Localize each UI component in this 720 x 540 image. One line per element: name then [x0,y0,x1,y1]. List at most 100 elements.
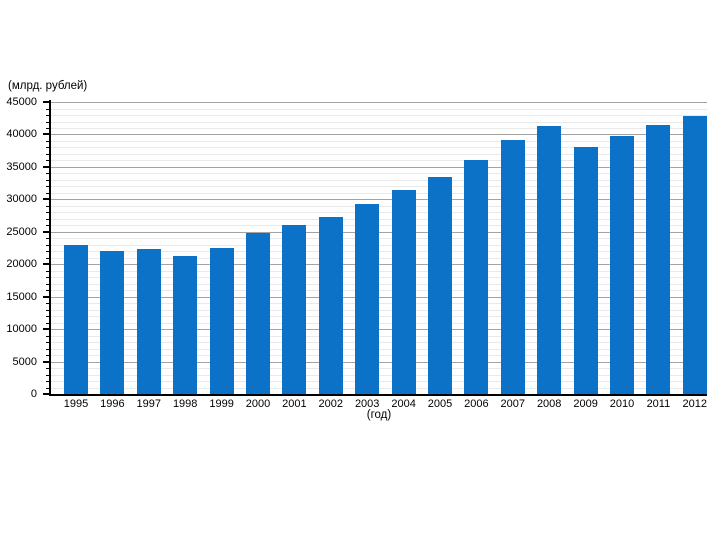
x-tick-label: 2004 [391,398,416,410]
y-major-tick [43,360,49,363]
minor-gridline [51,153,707,155]
minor-gridline [51,173,707,175]
minor-gridline [51,121,707,123]
y-minor-tick [46,270,49,272]
y-axis-title: (млрд. рублей) [8,80,88,92]
minor-gridline [51,186,707,188]
y-minor-tick [46,251,49,253]
y-minor-tick [46,212,49,214]
x-tick-label: 2010 [609,398,635,410]
y-major-tick [43,165,49,168]
y-minor-tick [46,179,49,181]
y-minor-tick [46,147,49,149]
y-tick-label: 15000 [6,290,37,303]
y-major-tick [43,263,49,266]
y-major-tick [43,198,49,201]
y-minor-tick [46,244,49,246]
y-tick-label: 40000 [6,128,37,141]
y-major-tick [43,101,49,103]
x-axis-title: (год) [366,409,392,421]
y-minor-tick [46,342,49,344]
y-minor-tick [46,160,49,162]
bar-2001 [282,224,307,394]
y-tick-label: 10000 [6,323,37,336]
y-major-tick [43,133,49,136]
bar-1995 [64,245,88,394]
y-minor-tick [46,277,49,279]
y-tick-label: 20000 [6,258,37,271]
x-tick-label: 1995 [63,398,89,410]
y-minor-tick [46,186,49,188]
bar-1996 [100,250,125,394]
minor-gridline [51,115,707,116]
bar-2004 [391,190,416,394]
minor-gridline [51,147,707,149]
y-tick-label: 0 [30,388,37,400]
x-tick-label: 2007 [500,398,526,410]
bar-2005 [428,177,452,394]
y-minor-tick [46,192,49,194]
x-tick-label: 2005 [427,398,453,410]
major-gridline [51,102,707,103]
minor-gridline [51,160,707,162]
bar-2011 [646,124,671,394]
y-minor-tick [46,153,49,155]
x-axis-line [49,394,707,396]
bar-2009 [573,147,598,394]
y-minor-tick [46,368,49,369]
y-minor-tick [46,322,49,324]
y-minor-tick [46,355,49,357]
bar-2008 [537,126,562,394]
y-minor-tick [46,316,49,318]
minor-gridline [51,128,707,129]
major-gridline [51,134,707,136]
bar-1999 [209,248,234,394]
bar-1997 [136,248,161,394]
y-minor-tick [46,205,49,207]
bar-1998 [173,256,198,394]
y-major-tick [43,230,49,233]
minor-gridline [51,108,707,110]
major-gridline [51,199,707,201]
x-tick-label: 2009 [573,398,598,410]
x-tick-label: 2012 [682,398,708,410]
y-major-tick [43,328,49,331]
bar-2007 [500,139,525,394]
x-tick-label: 1999 [209,398,234,410]
x-tick-label: 1997 [136,398,162,410]
y-minor-tick [46,283,49,285]
y-minor-tick [46,335,49,337]
bar-2002 [318,216,343,394]
y-minor-tick [46,290,49,292]
x-tick-label: 2000 [245,398,271,410]
y-minor-tick [46,303,49,305]
y-minor-tick [46,381,49,382]
y-minor-tick [46,218,49,220]
minor-gridline [51,140,707,142]
x-tick-label: 2002 [318,398,344,410]
y-minor-tick [46,140,49,142]
y-minor-tick [46,108,49,110]
y-minor-tick [46,387,49,389]
y-major-tick [43,393,49,395]
x-tick-label: 2008 [536,398,562,410]
y-minor-tick [46,173,49,175]
y-tick-label: 25000 [6,225,37,238]
y-minor-tick [46,238,49,240]
x-tick-label: 2011 [646,398,671,410]
major-gridline [51,166,707,168]
bar-2003 [355,203,380,394]
y-axis-line [49,100,51,396]
x-tick-label: 1998 [172,398,198,410]
minor-gridline [51,179,707,181]
y-tick-label: 30000 [6,193,37,206]
x-tick-label: 2001 [282,398,307,410]
bar-2012 [682,115,707,394]
y-minor-tick [46,225,49,227]
x-tick-label: 1996 [100,398,125,410]
y-tick-label: 5000 [12,355,37,368]
bar-2000 [246,233,270,394]
bar-2006 [464,159,489,394]
y-tick-label: 35000 [6,160,37,173]
